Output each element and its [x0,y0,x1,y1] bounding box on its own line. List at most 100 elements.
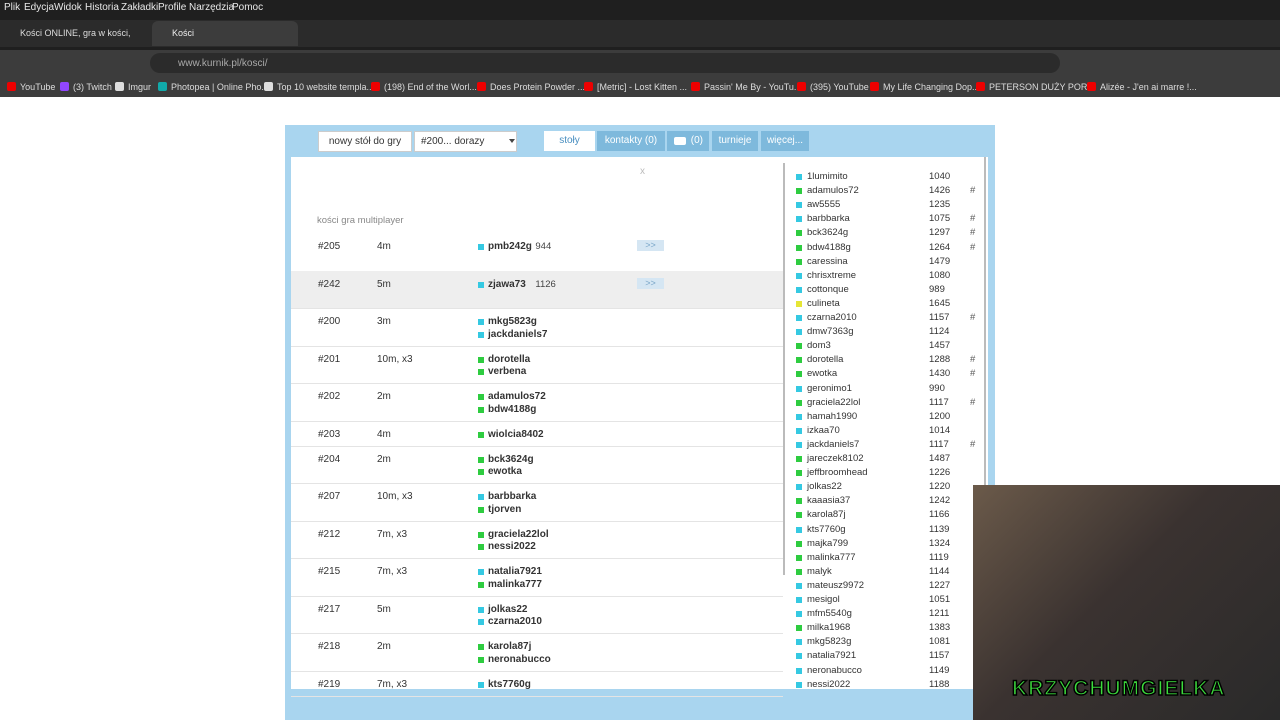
player-name[interactable]: dmw7363g [807,326,854,338]
nav-tab[interactable]: więcej... [761,131,809,151]
player-name[interactable]: aw5555 [807,199,841,211]
player-name[interactable]: mkg5823g [807,636,852,648]
player-name[interactable]: karola87j [807,509,846,521]
player-name[interactable]: caressina [807,255,848,267]
player-name[interactable]: milka1968 [807,622,851,634]
bookmark[interactable]: [Metric] - Lost Kitten ... [597,82,688,92]
player-name[interactable]: adamulos72 [488,391,546,402]
player-name[interactable]: barbbarka [807,213,850,225]
table-id[interactable]: #215 [318,566,341,577]
bookmark[interactable]: Passin' Me By - YouTu... [704,82,802,92]
menu-item[interactable]: Narzędzia [189,2,235,13]
nav-tab[interactable]: stoły [544,131,595,151]
player-name[interactable]: jeffbroomhead [807,467,868,479]
player-name[interactable]: ewotka [807,368,838,380]
active-tab[interactable] [152,21,298,46]
player-name[interactable]: mfm5540g [807,608,852,620]
player-name[interactable]: czarna2010 [807,312,857,323]
player-name[interactable]: mesigol [807,594,840,605]
table-id[interactable]: #202 [318,391,341,402]
player-name[interactable]: mateusz9972 [807,579,865,591]
close-button[interactable]: x [640,166,645,177]
table-id[interactable]: #204 [318,453,341,465]
player-name[interactable]: jolkas22 [807,481,842,493]
tab-title[interactable]: Kości [172,28,195,38]
player-name[interactable]: hamah1990 [807,410,858,422]
bookmark[interactable]: My Life Changing Dop... [883,82,980,92]
player-name[interactable]: verbena [488,366,527,377]
url[interactable]: www.kurnik.pl/kosci/ [178,58,268,69]
nav-tab[interactable]: (0) [667,131,709,151]
bookmark[interactable]: (198) End of the Worl... [384,82,477,92]
bookmark[interactable]: Does Protein Powder ... [490,82,586,92]
player-name[interactable]: zjawa73 [488,278,526,290]
player-name[interactable]: nessi2022 [488,541,536,552]
player-name[interactable]: culineta [807,297,840,309]
address-bar[interactable] [150,53,1060,73]
table-id[interactable]: #217 [318,603,341,615]
new-table-button[interactable]: nowy stół do gry [318,131,412,152]
player-name[interactable]: graciela22lol [807,396,861,408]
bookmark[interactable]: (395) YouTube [810,82,869,92]
menu-item[interactable]: Plik [4,2,21,13]
player-name[interactable]: izkaa70 [807,424,840,436]
player-name[interactable]: neronabucco [807,664,862,676]
menu-item[interactable]: Pomoc [232,2,264,13]
player-name[interactable]: karola87j [488,641,532,652]
player-name[interactable]: neronabucco [488,653,551,665]
player-name[interactable]: jackdaniels7 [807,438,860,450]
tab-title[interactable]: Kości ONLINE, gra w kości, zagr [20,28,132,38]
join-button[interactable]: >> [637,277,664,289]
table-id[interactable]: #242 [318,278,341,290]
player-name[interactable]: 1lumimito [807,171,848,182]
table-id[interactable]: #207 [318,491,341,502]
table-id[interactable]: #218 [318,641,341,652]
bookmark[interactable]: PETERSON DUŻY POR... [989,82,1095,92]
player-name[interactable]: jackdaniels7 [488,328,548,340]
menu-item[interactable]: Widok [54,2,82,13]
bookmark[interactable]: Top 10 website templa... [277,82,375,92]
player-name[interactable]: geronimo1 [807,382,852,394]
player-name[interactable]: bck3624g [807,227,849,239]
player-name[interactable]: natalia7921 [807,650,857,662]
player-name[interactable]: chrisxtreme [807,269,857,281]
menu-item[interactable]: Profile [158,2,187,13]
player-name[interactable]: jareczek8102 [807,453,864,464]
player-name[interactable]: dorotella [807,354,844,366]
table-id[interactable]: #200 [318,316,341,327]
player-name[interactable]: kts7760g [807,523,846,535]
player-name[interactable]: kts7760g [488,678,531,690]
bookmark[interactable]: (3) Twitch [73,82,112,92]
player-name[interactable]: pmb242g [488,241,532,252]
player-name[interactable]: barbbarka [488,491,537,502]
menu-item[interactable]: Historia [85,2,119,13]
table-id[interactable]: #205 [318,241,341,252]
player-name[interactable]: mkg5823g [488,316,537,327]
player-name[interactable]: dorotella [488,353,531,365]
player-name[interactable]: ewotka [488,466,522,477]
table-id[interactable]: #212 [318,528,341,540]
bookmark[interactable]: Photopea | Online Pho... [171,82,269,92]
player-name[interactable]: malinka777 [488,578,542,590]
player-name[interactable]: wiolcia8402 [488,428,544,440]
player-name[interactable]: tjorven [488,503,522,515]
player-name[interactable]: malyk [807,565,832,577]
join-button[interactable]: >> [637,240,664,251]
nav-tab[interactable]: turnieje [712,131,758,151]
bookmark[interactable]: Imgur [128,82,152,92]
player-name[interactable]: jolkas22 [488,603,528,615]
player-name[interactable]: cottonque [807,283,849,295]
menu-item[interactable]: Zakładki [121,2,159,13]
player-name[interactable]: graciela22lol [488,528,549,540]
table-select[interactable]: #200... dorazy [414,131,517,152]
table-id[interactable]: #201 [318,353,341,365]
table-id[interactable]: #219 [318,678,341,690]
player-name[interactable]: natalia7921 [488,566,542,577]
nav-tab[interactable]: kontakty (0) [597,131,665,151]
bookmark[interactable]: Alizée - J'en ai marre !... [1100,82,1197,92]
player-name[interactable]: dom3 [807,340,831,352]
bookmark[interactable]: YouTube [20,82,56,92]
player-name[interactable]: kaaasia37 [807,495,851,507]
player-name[interactable]: adamulos72 [807,185,859,197]
player-name[interactable]: bdw4188g [488,403,537,415]
